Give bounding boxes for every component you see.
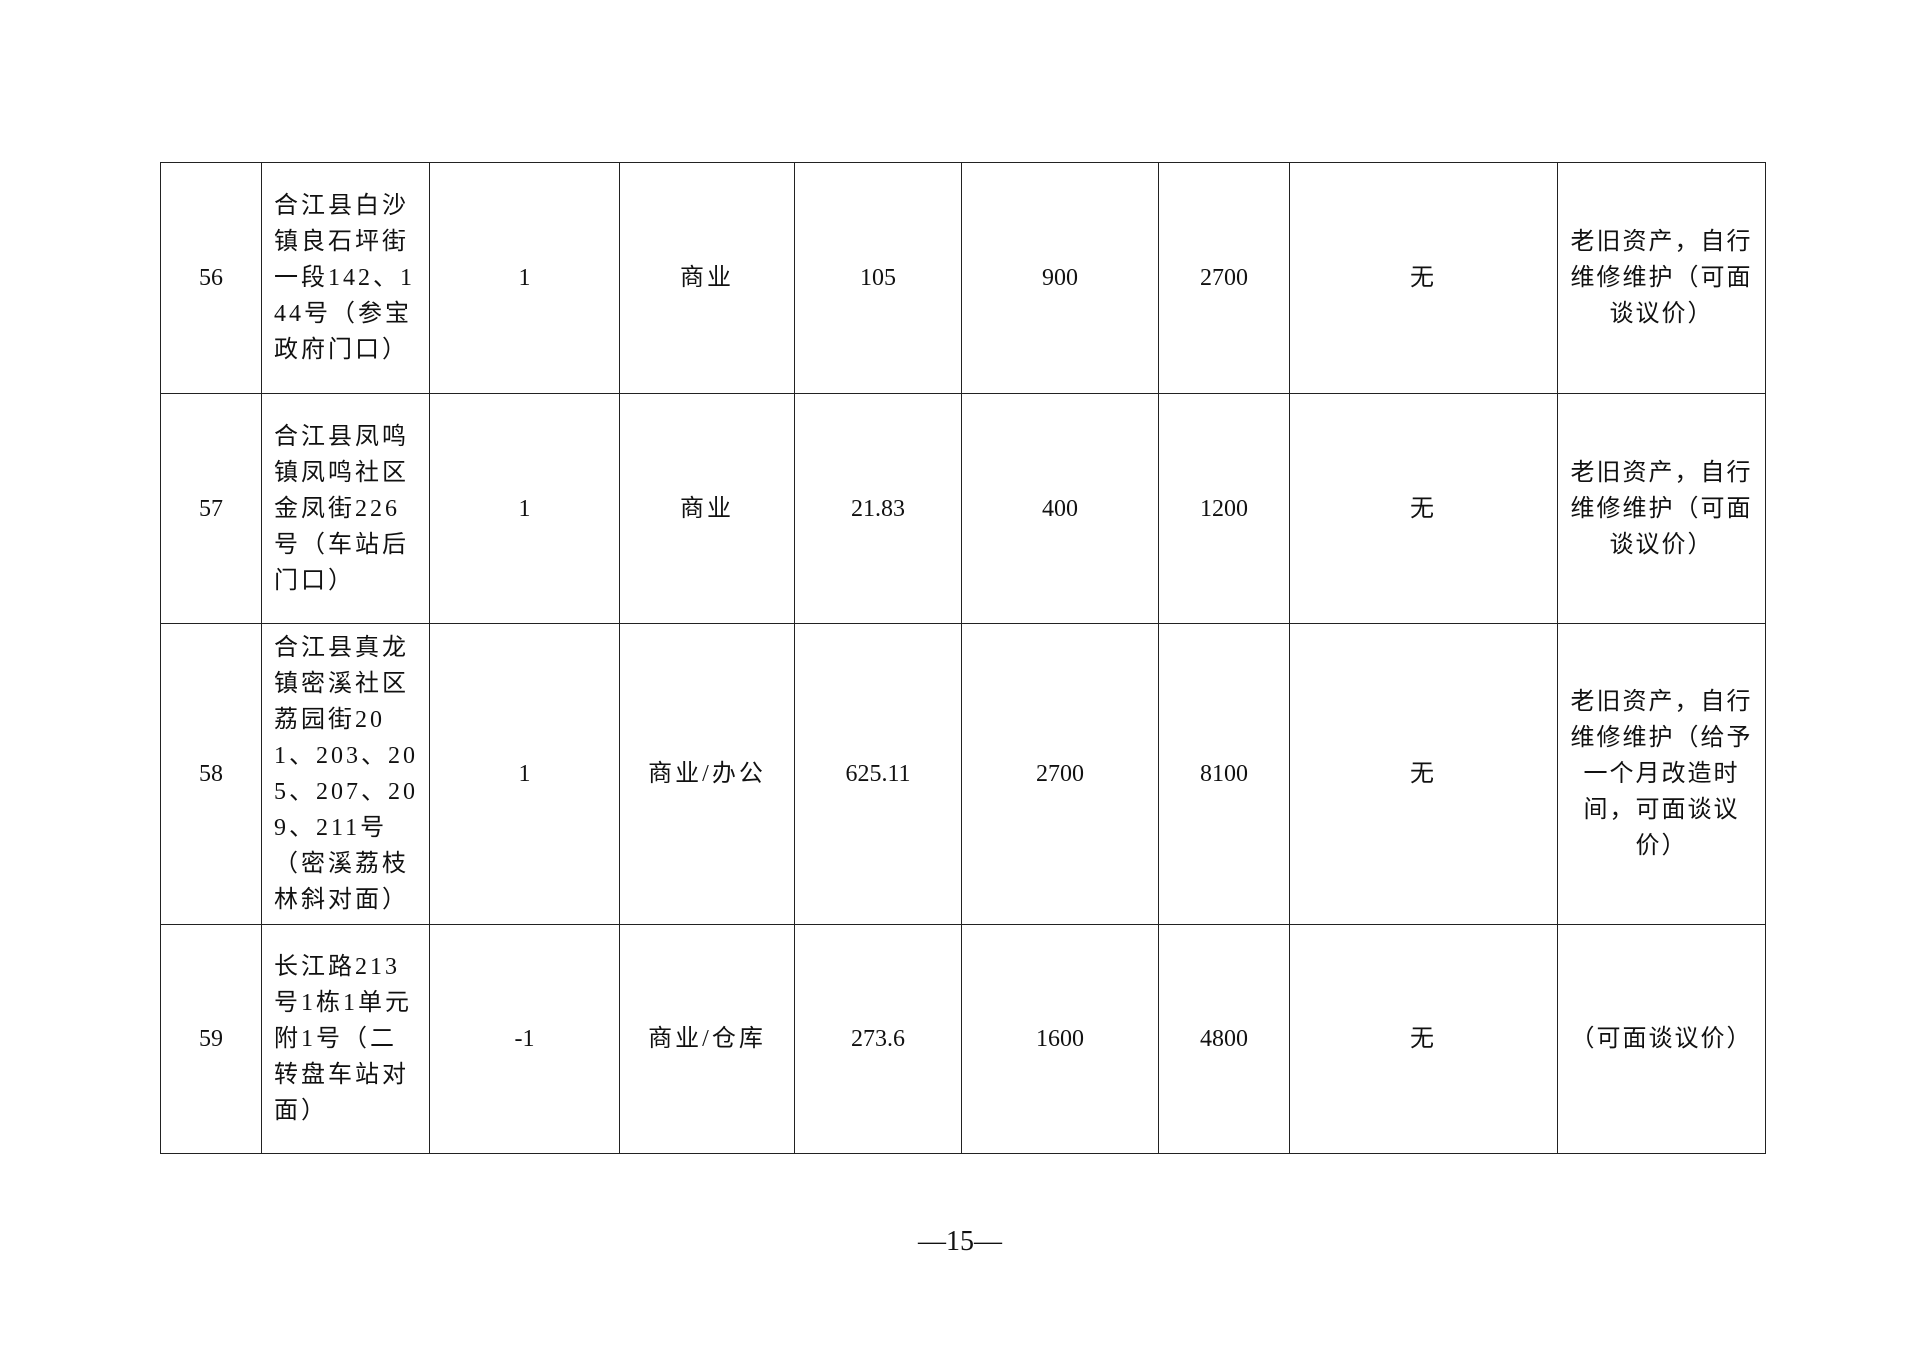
note-cell: 老旧资产，自行维修维护（可面谈议价） bbox=[1557, 162, 1766, 394]
note-cell: 老旧资产，自行维修维护（给予一个月改造时间，可面谈议价） bbox=[1557, 623, 1766, 925]
deposit-cell: 8100 bbox=[1158, 623, 1290, 925]
row-number: 56 bbox=[160, 162, 262, 394]
rent-cell: 900 bbox=[961, 162, 1159, 394]
usage-cell: 商业 bbox=[619, 162, 795, 394]
table-row: 57 合江县凤鸣镇凤鸣社区金凤街226号（车站后门口） 1 商业 21.83 400 120… bbox=[160, 393, 1766, 624]
row-number: 58 bbox=[160, 623, 262, 925]
usage-cell: 商业/仓库 bbox=[619, 924, 795, 1154]
area-cell: 105 bbox=[794, 162, 962, 394]
row-number: 57 bbox=[160, 393, 262, 624]
area-cell: 273.6 bbox=[794, 924, 962, 1154]
deposit-cell: 1200 bbox=[1158, 393, 1290, 624]
address-cell: 合江县白沙镇良石坪街一段142、144号（参宝政府门口） bbox=[261, 162, 430, 394]
floor-cell: -1 bbox=[429, 924, 620, 1154]
rent-cell: 400 bbox=[961, 393, 1159, 624]
table-row: 56 合江县白沙镇良石坪街一段142、144号（参宝政府门口） 1 商业 105 900 2… bbox=[160, 162, 1766, 394]
table-row: 59 长江路213号1栋1单元附1号（二转盘车站对面） -1 商业/仓库 273.6 16… bbox=[160, 924, 1766, 1154]
property-table: 56 合江县白沙镇良石坪街一段142、144号（参宝政府门口） 1 商业 105 900 2… bbox=[160, 162, 1766, 1154]
area-cell: 21.83 bbox=[794, 393, 962, 624]
page-number: —15— bbox=[918, 1226, 1002, 1257]
address-cell: 长江路213号1栋1单元附1号（二转盘车站对面） bbox=[261, 924, 430, 1154]
deposit-cell: 4800 bbox=[1158, 924, 1290, 1154]
floor-cell: 1 bbox=[429, 623, 620, 925]
other-cell: 无 bbox=[1289, 924, 1558, 1154]
row-number: 59 bbox=[160, 924, 262, 1154]
floor-cell: 1 bbox=[429, 162, 620, 394]
other-cell: 无 bbox=[1289, 393, 1558, 624]
usage-cell: 商业 bbox=[619, 393, 795, 624]
rent-cell: 1600 bbox=[961, 924, 1159, 1154]
table-row: 58 合江县真龙镇密溪社区荔园街201、203、205、207、209、211号（… bbox=[160, 623, 1766, 925]
note-cell: 老旧资产，自行维修维护（可面谈议价） bbox=[1557, 393, 1766, 624]
address-cell: 合江县凤鸣镇凤鸣社区金凤街226号（车站后门口） bbox=[261, 393, 430, 624]
other-cell: 无 bbox=[1289, 623, 1558, 925]
deposit-cell: 2700 bbox=[1158, 162, 1290, 394]
note-cell: （可面谈议价） bbox=[1557, 924, 1766, 1154]
address-cell: 合江县真龙镇密溪社区荔园街201、203、205、207、209、211号（密溪… bbox=[261, 623, 430, 925]
other-cell: 无 bbox=[1289, 162, 1558, 394]
usage-cell: 商业/办公 bbox=[619, 623, 795, 925]
rent-cell: 2700 bbox=[961, 623, 1159, 925]
area-cell: 625.11 bbox=[794, 623, 962, 925]
floor-cell: 1 bbox=[429, 393, 620, 624]
